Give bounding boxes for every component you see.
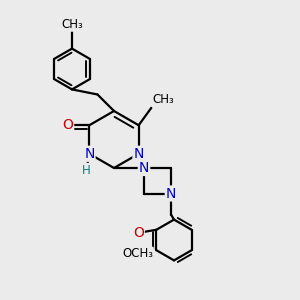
- Text: OCH₃: OCH₃: [122, 247, 153, 260]
- Text: H: H: [82, 164, 91, 177]
- Text: O: O: [133, 226, 144, 240]
- Text: N: N: [166, 187, 176, 200]
- Text: N: N: [139, 161, 149, 175]
- Text: N: N: [84, 147, 94, 161]
- Text: CH₃: CH₃: [61, 18, 83, 31]
- Text: N: N: [134, 147, 144, 161]
- Text: O: O: [62, 118, 73, 132]
- Text: CH₃: CH₃: [153, 93, 175, 106]
